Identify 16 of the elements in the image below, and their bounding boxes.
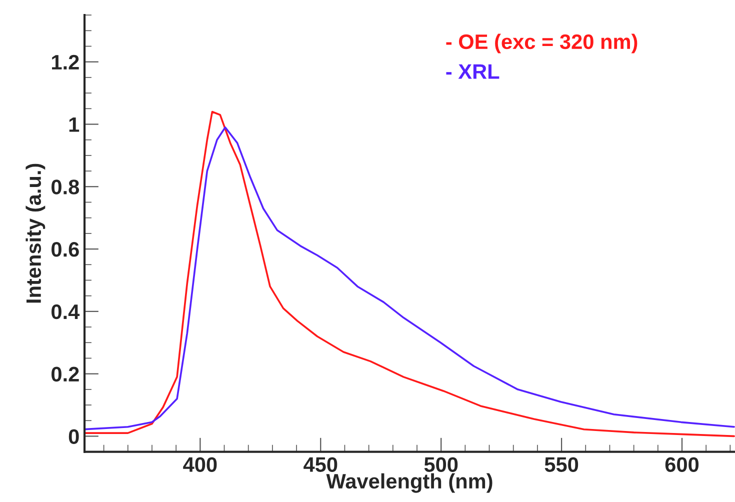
y-tick-label: 0.8 [52, 180, 80, 194]
x-tick-label: 500 [424, 457, 458, 472]
text: - OE (exc = 320 nm) [446, 34, 638, 54]
y-tick-label: 1 [69, 117, 80, 132]
y-tick-label: 0.2 [52, 366, 79, 382]
x-tick-label: 600 [665, 457, 699, 472]
x-tick-label: 400 [183, 457, 217, 472]
x-tick-label: 550 [544, 457, 578, 472]
x-axis-title: Wavelength (nm) [326, 473, 492, 493]
y-axis-title: Intensity (a.u.) [26, 164, 46, 303]
y-tick-label: 0.6 [52, 242, 79, 257]
y-tick-label: 0 [68, 429, 79, 444]
y-tick-label: 1.2 [52, 54, 79, 70]
text: - XRL [446, 64, 500, 79]
y-tick-label: 0.4 [52, 304, 80, 320]
x-tick-label: 450 [304, 457, 338, 472]
